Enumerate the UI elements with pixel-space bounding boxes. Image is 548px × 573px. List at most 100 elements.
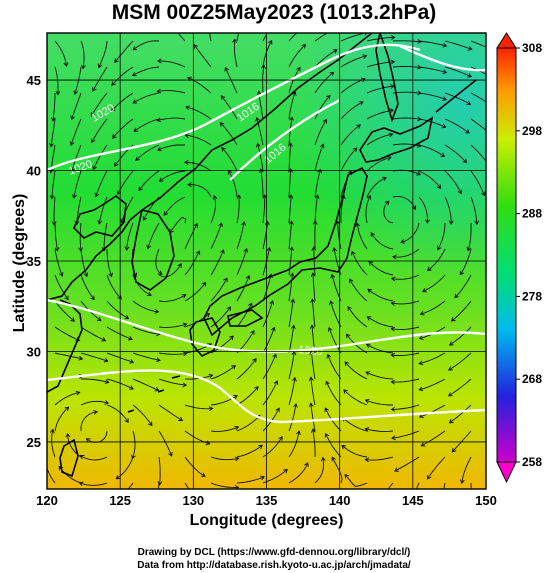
streamline [236, 444, 263, 458]
streamline-arrowhead [131, 71, 137, 77]
streamline [451, 300, 472, 322]
streamline-arrowhead [193, 223, 198, 228]
streamline [187, 184, 212, 198]
streamline [349, 278, 368, 302]
streamline [54, 40, 67, 67]
streamline-arrowhead [80, 64, 86, 70]
streamline-arrowhead [156, 88, 162, 94]
x-tick-labels: 120 125 130 135 140 145 150 [36, 493, 497, 508]
streamline-arrowhead [418, 360, 424, 366]
streamline-arrowhead [329, 71, 335, 77]
streamline-arrowhead [75, 390, 81, 396]
streamline [51, 170, 56, 199]
streamline [288, 33, 298, 42]
streamline-arrowhead [163, 211, 169, 216]
streamline-arrowhead [49, 195, 55, 200]
streamline [310, 377, 316, 406]
streamline-arrowhead [390, 59, 396, 65]
streamline [459, 248, 472, 275]
streamline-arrowhead [392, 254, 397, 260]
colorbar-tick-label: 278 [522, 289, 542, 303]
streamline-arrowhead [74, 220, 80, 226]
streamline-arrowhead [382, 176, 388, 182]
streamline [236, 358, 257, 380]
streamline [342, 417, 368, 432]
streamline [356, 223, 368, 250]
streamline [288, 91, 296, 120]
streamline [132, 300, 159, 313]
streamline [392, 117, 421, 120]
streamline-arrowhead [43, 458, 47, 462]
streamline-arrowhead [418, 386, 424, 392]
streamline-arrowhead [352, 147, 358, 152]
streamline-arrowhead [326, 353, 332, 359]
streamline-arrowhead [319, 143, 325, 149]
streamline-arrowhead [388, 504, 392, 508]
streamline [262, 274, 272, 302]
streamline-arrowhead [219, 122, 225, 127]
streamline [314, 169, 321, 198]
colorbar-tick-label: 258 [522, 455, 542, 469]
streamline-arrowhead [182, 382, 188, 388]
colorbar-body [496, 47, 517, 463]
streamline [209, 33, 212, 42]
streamline-arrowhead [312, 220, 318, 225]
streamline [51, 429, 56, 458]
streamline-arrowhead [114, 162, 119, 167]
streamline-arrowhead [241, 221, 247, 226]
streamline [92, 66, 108, 92]
streamline-arrowhead [156, 507, 160, 511]
streamline-arrowhead [71, 194, 77, 199]
streamline [158, 378, 187, 386]
streamline [448, 352, 472, 371]
streamline-arrowhead [291, 90, 297, 96]
streamline [314, 95, 331, 120]
streamline [337, 221, 342, 250]
streamline-arrowhead [450, 317, 456, 322]
streamline-arrowhead [493, 49, 497, 53]
streamline [219, 122, 238, 146]
streamline-arrowhead [441, 123, 447, 129]
streamline-arrowhead [330, 273, 336, 279]
streamline-arrowhead [111, 107, 116, 112]
streamline [262, 221, 269, 250]
colorbar: 308 298 288 278 268 258 [496, 32, 542, 484]
streamline-arrowhead [365, 371, 371, 376]
streamline [158, 294, 186, 302]
streamline [392, 91, 421, 94]
streamline-arrowhead [255, 116, 261, 122]
streamline [54, 222, 59, 251]
streamline [288, 221, 293, 250]
streamline [132, 40, 160, 51]
streamline-arrowhead [101, 337, 107, 342]
streamline [444, 118, 470, 134]
streamline-arrowhead [451, 447, 457, 453]
streamline [71, 92, 82, 120]
streamline [158, 323, 187, 328]
streamline-arrowhead [58, 272, 64, 277]
streamline [454, 274, 472, 299]
streamline [343, 389, 368, 406]
streamline-arrowhead [78, 355, 84, 361]
streamline-arrowhead [356, 124, 361, 129]
streamline [262, 65, 265, 94]
streamline-arrowhead [418, 335, 424, 340]
streamline-arrowhead [426, 266, 432, 272]
streamline-arrowhead [384, 200, 390, 206]
streamline-arrowhead [223, 277, 228, 283]
streamline-arrowhead [304, 462, 309, 467]
streamline [127, 482, 134, 489]
streamline [79, 222, 82, 252]
streamline [187, 77, 212, 94]
streamline [210, 195, 217, 224]
streamline-arrowhead [343, 389, 348, 394]
streamline [114, 40, 134, 63]
streamline [288, 195, 292, 224]
streamline [80, 248, 88, 277]
streamline-arrowhead [390, 406, 396, 412]
streamline-arrowhead [308, 376, 314, 382]
streamline [437, 222, 446, 250]
streamline [419, 404, 446, 418]
streamline-arrowhead [157, 58, 162, 64]
streamline-arrowhead [289, 246, 295, 251]
